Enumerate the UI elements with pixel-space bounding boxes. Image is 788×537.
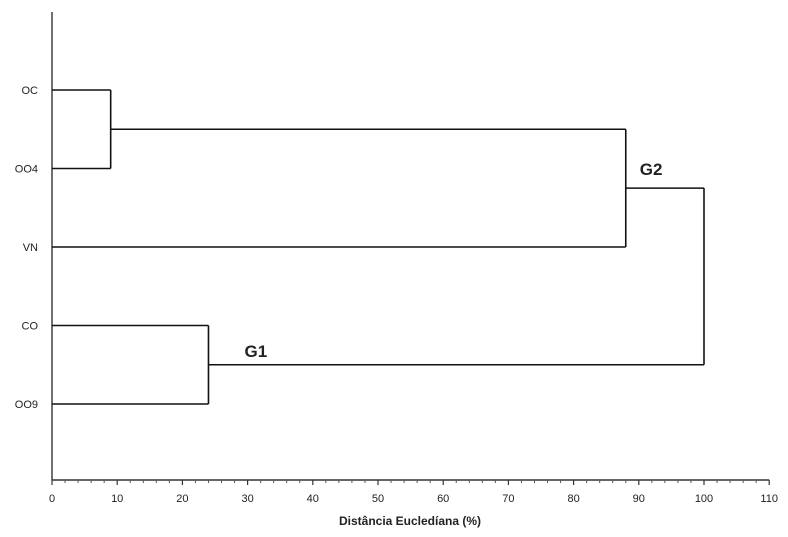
leaf-label: CO [22, 321, 39, 333]
x-tick-label: 40 [307, 493, 319, 505]
group-labels: G2 G1 [244, 160, 662, 361]
x-tick-label: 50 [372, 493, 384, 505]
leaf-label: OO9 [15, 399, 38, 411]
leaf-label: OC [22, 85, 39, 97]
leaf-labels: OC OO4 VN CO OO9 [15, 85, 39, 411]
x-tick-label: 90 [633, 493, 645, 505]
leaf-label: VN [23, 242, 38, 254]
x-tick-label: 100 [695, 493, 713, 505]
x-tick-label: 110 [760, 493, 778, 505]
x-tick-label: 60 [437, 493, 449, 505]
x-tick-label: 70 [502, 493, 514, 505]
leaf-label: OO4 [15, 164, 38, 176]
x-tick-label: 80 [567, 493, 579, 505]
x-tick-label: 20 [176, 493, 188, 505]
group-label: G1 [244, 342, 267, 361]
dendrogram-tree [52, 89, 705, 405]
x-tick-labels: 0 10 20 30 40 50 60 70 80 90 100 110 [49, 493, 778, 505]
axes [51, 12, 770, 485]
x-axis-label: Distância Eucledíana (%) [339, 514, 481, 528]
x-tick-label: 30 [241, 493, 253, 505]
x-tick-label: 10 [111, 493, 123, 505]
x-tick-label: 0 [49, 493, 55, 505]
group-label: G2 [640, 160, 663, 179]
